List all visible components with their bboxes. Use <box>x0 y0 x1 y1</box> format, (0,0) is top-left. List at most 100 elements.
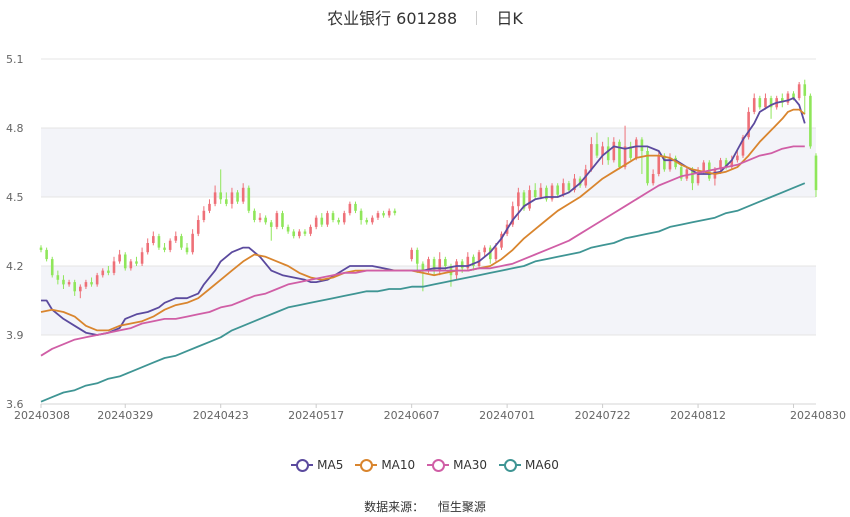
candle-body <box>668 157 672 170</box>
candle-body <box>208 203 211 211</box>
candle-body <box>483 247 486 253</box>
candle-body <box>550 185 554 200</box>
candle-body <box>371 217 374 223</box>
legend-swatch-icon <box>499 459 522 472</box>
candle-body <box>758 98 762 108</box>
candle-body <box>146 243 150 253</box>
candle-body <box>73 282 76 292</box>
candle-body <box>326 213 329 225</box>
data-source: 数据来源： 恒生聚源 <box>0 498 850 515</box>
moving-average-lines <box>40 97 806 403</box>
candle-body <box>101 270 105 276</box>
candle-body <box>663 155 666 170</box>
candle-body <box>50 259 54 276</box>
candle-body <box>809 95 812 147</box>
candle-body <box>415 249 419 264</box>
candle-body <box>539 187 543 197</box>
x-tick-label: 20240329 <box>97 409 153 422</box>
candle-body <box>157 236 161 248</box>
candle-body <box>213 192 217 204</box>
plot-bands <box>41 128 816 335</box>
y-tick-label: 5.1 <box>6 53 24 66</box>
candle-body <box>764 98 767 108</box>
candle-body <box>724 160 728 168</box>
legend-swatch-icon <box>427 459 450 472</box>
candle-body <box>174 236 178 241</box>
candle-body <box>123 254 127 269</box>
legend-item-ma5[interactable]: MA5 <box>291 458 343 472</box>
x-tick-label: 20240722 <box>575 409 631 422</box>
candle-body <box>573 178 576 191</box>
candle-body <box>45 249 48 260</box>
candle-body <box>460 261 464 269</box>
candle-body <box>466 256 470 269</box>
candle-body <box>752 98 756 112</box>
candle-body <box>814 155 818 191</box>
legend-item-ma60[interactable]: MA60 <box>499 458 559 472</box>
x-tick-label: 20240423 <box>193 409 249 422</box>
candle-body <box>455 261 458 276</box>
candle-body <box>337 220 340 223</box>
candle-body <box>219 192 223 200</box>
legend-item-ma10[interactable]: MA10 <box>355 458 415 472</box>
legend-label: MA5 <box>317 458 344 472</box>
candle-body <box>612 141 616 161</box>
candle-body <box>387 210 391 216</box>
ma10-line <box>40 108 806 332</box>
source-value: 恒生聚源 <box>437 500 486 514</box>
candle-body <box>275 213 279 227</box>
y-tick-label: 3.9 <box>6 329 24 342</box>
legend-label: MA60 <box>525 458 559 472</box>
candle-body <box>163 247 166 250</box>
candle-body <box>494 247 498 260</box>
candle-body <box>634 139 638 158</box>
candle-body <box>595 144 599 156</box>
candle-body <box>556 185 559 195</box>
grid-lines <box>41 58 816 405</box>
candle-body <box>314 217 318 227</box>
candle-body <box>640 139 644 151</box>
legend-item-ma30[interactable]: MA30 <box>427 458 487 472</box>
legend-swatch-icon <box>291 459 314 472</box>
x-tick-label: 20240607 <box>384 409 440 422</box>
candle-body <box>472 256 475 266</box>
y-tick-label: 4.8 <box>6 122 24 135</box>
y-tick-label: 3.6 <box>6 398 24 411</box>
candle-body <box>107 270 110 273</box>
candle-body <box>118 254 121 262</box>
candle-body <box>247 187 251 211</box>
candle-body <box>685 169 689 179</box>
candle-body <box>309 226 312 234</box>
candle-body <box>62 279 65 285</box>
candle-body <box>39 247 43 250</box>
candle-body <box>601 146 604 156</box>
candle-body <box>606 146 610 161</box>
legend-swatch-icon <box>355 459 378 472</box>
candle-body <box>202 210 206 220</box>
candlesticks <box>39 79 818 299</box>
candle-body <box>281 213 284 227</box>
candle-body <box>702 162 705 172</box>
candle-body <box>444 259 447 266</box>
candle-body <box>56 275 60 280</box>
candle-body <box>191 233 194 253</box>
y-tick-label: 4.2 <box>6 260 24 273</box>
candle-body <box>393 210 397 214</box>
candle-body <box>331 213 335 220</box>
candlestick-chart[interactable]: 3.63.94.24.54.85.1 20240308 20240329 20240… <box>0 0 850 455</box>
candle-body <box>90 282 93 285</box>
period-label[interactable]: 日K <box>496 9 523 28</box>
candle-body <box>258 217 262 220</box>
x-tick-label: 20240517 <box>288 409 344 422</box>
candle-body <box>545 187 548 200</box>
candle-body <box>354 203 357 211</box>
candle-body <box>303 231 307 234</box>
candle-body <box>292 231 296 237</box>
plot-band <box>41 266 816 335</box>
candle-body <box>533 190 537 197</box>
candle-body <box>618 141 621 168</box>
y-tick-label: 4.5 <box>6 191 24 204</box>
candle-body <box>185 247 189 253</box>
candle-body <box>269 222 273 227</box>
candle-body <box>792 93 795 99</box>
